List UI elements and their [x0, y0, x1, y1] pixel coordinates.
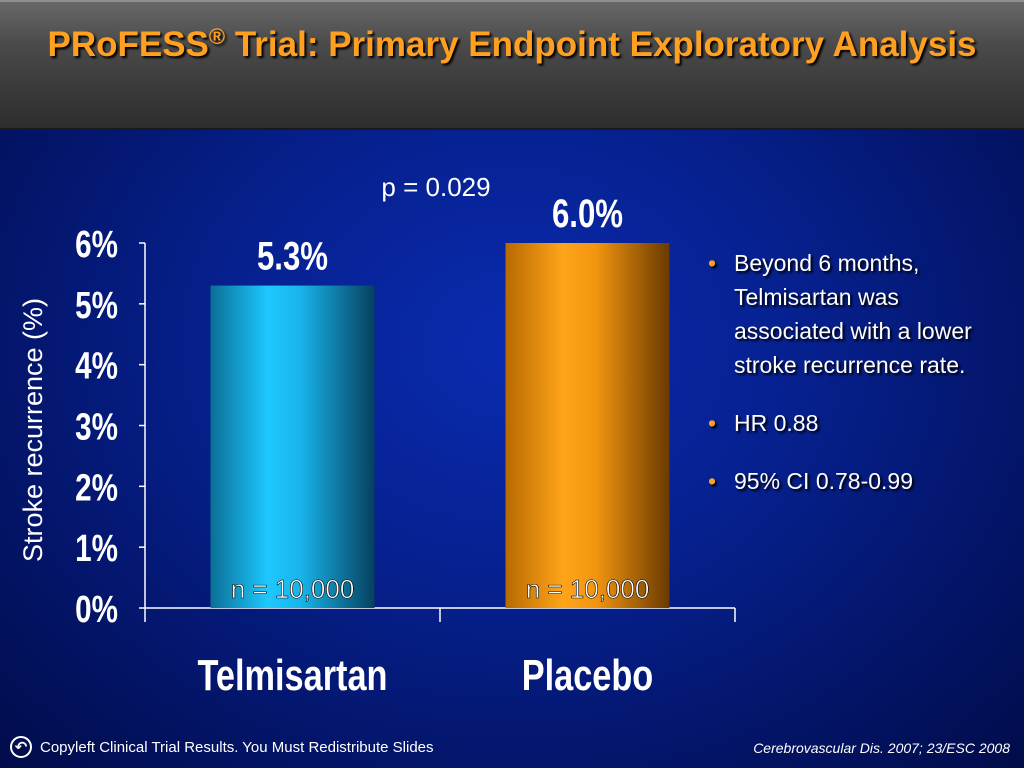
y-tick-label: 1%: [75, 528, 118, 570]
bullet-item: 95% CI 0.78-0.99: [708, 464, 1008, 498]
bar-placebo: [505, 243, 670, 608]
footer-copyleft: ↶ Copyleft Clinical Trial Results. You M…: [10, 732, 434, 762]
bullet-item: HR 0.88: [708, 406, 1008, 440]
x-category-label: Telmisartan: [197, 651, 387, 700]
bullet-item: Beyond 6 months, Telmisartan was associa…: [708, 246, 1008, 382]
sample-size-label: n = 10,000: [526, 574, 650, 604]
slide-title: PRoFESS® Trial: Primary Endpoint Explora…: [0, 14, 1024, 68]
citation: Cerebrovascular Dis. 2007; 23/ESC 2008: [753, 740, 1010, 756]
y-axis-title: Stroke recurrence (%): [18, 298, 48, 562]
p-value-annotation: p = 0.029: [381, 172, 490, 202]
copyleft-text: Copyleft Clinical Trial Results. You Mus…: [40, 738, 434, 756]
x-category-label: Placebo: [522, 651, 654, 700]
y-tick-label: 4%: [75, 345, 118, 387]
y-tick-label: 6%: [75, 224, 118, 266]
title-bar: PRoFESS® Trial: Primary Endpoint Explora…: [0, 0, 1024, 130]
chart-labels: 0% 1% 2% 3% 4% 5% 6% 5.3% n = 10,000 Telmisartan 6…: [18, 172, 653, 700]
y-tick-label: 0%: [75, 589, 118, 631]
y-tick-label: 3%: [75, 406, 118, 448]
bullet-list: Beyond 6 months, Telmisartan was associa…: [708, 246, 1008, 522]
y-tick-label: 5%: [75, 284, 118, 326]
sample-size-label: n = 10,000: [231, 574, 355, 604]
title-prefix: PRoFESS: [47, 25, 209, 64]
registered-mark: ®: [208, 24, 226, 49]
chart-bars: [210, 243, 670, 608]
bar-telmisartan: [210, 285, 375, 608]
y-tick-label: 2%: [75, 467, 118, 509]
copyleft-icon: ↶: [10, 736, 32, 758]
title-rest: Trial: Primary Endpoint Exploratory Anal…: [225, 25, 977, 64]
bar-value-label: 5.3%: [257, 234, 328, 279]
bar-value-label: 6.0%: [552, 191, 623, 236]
